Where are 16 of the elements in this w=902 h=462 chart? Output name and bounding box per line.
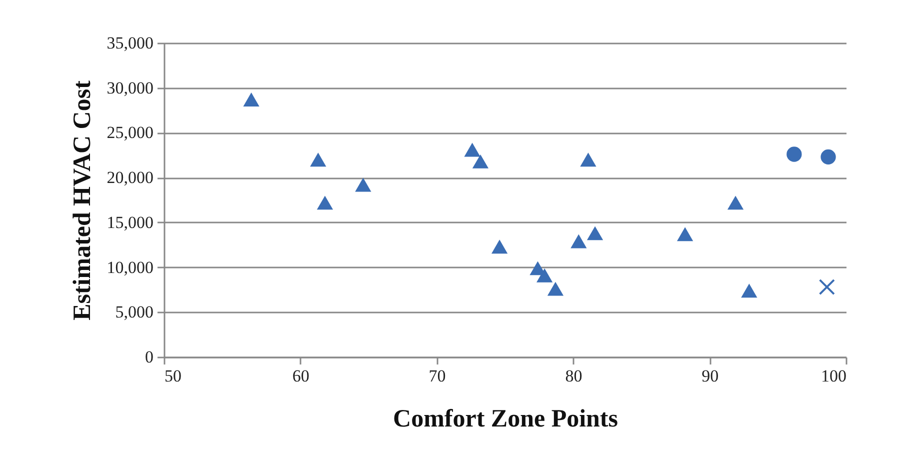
y-tick-label: 20,000 bbox=[106, 168, 154, 188]
x-tick-label: 100 bbox=[821, 366, 846, 386]
y-tick-label: 0 bbox=[145, 348, 154, 366]
y-tick-label: 10,000 bbox=[106, 258, 154, 277]
x-tick-label: 80 bbox=[565, 366, 582, 386]
y-tick-label: 15,000 bbox=[106, 212, 154, 232]
x-tick-label: 90 bbox=[702, 366, 719, 386]
x-tick-label: 50 bbox=[164, 366, 182, 386]
x-tick-label: 70 bbox=[428, 366, 446, 386]
y-axis-title: Estimated HVAC Cost bbox=[68, 80, 96, 320]
x-axis-title: Comfort Zone Points bbox=[393, 406, 618, 432]
y-tick-label: 35,000 bbox=[106, 34, 154, 52]
x-tick-label: 60 bbox=[292, 366, 310, 386]
y-tick-label: 5,000 bbox=[115, 302, 154, 322]
y-tick-label: 25,000 bbox=[106, 123, 154, 142]
y-tick-label: 30,000 bbox=[106, 78, 154, 98]
